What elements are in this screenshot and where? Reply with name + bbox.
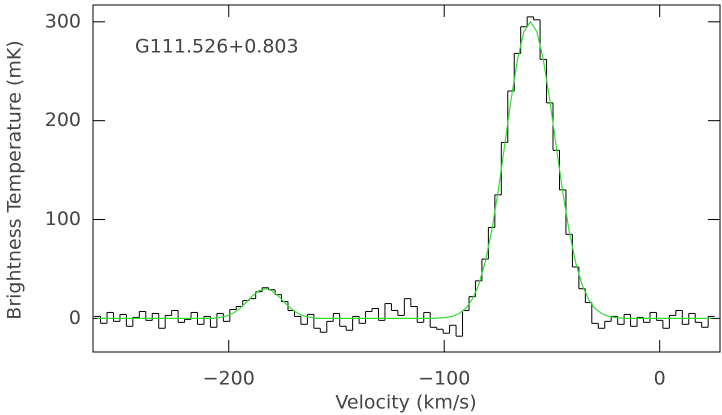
x-tick-label: −100 <box>418 368 470 390</box>
annotation: G111.526+0.803 <box>135 36 299 58</box>
y-axis-title: Brightness Temperature (mK) <box>4 40 26 319</box>
y-tick-label: 300 <box>45 10 81 32</box>
fit-line <box>97 20 712 319</box>
x-axis-title: Velocity (km/s) <box>335 392 476 414</box>
x-tick-label: 0 <box>654 368 666 390</box>
y-tick-label: 100 <box>45 208 81 230</box>
y-tick-label: 0 <box>69 307 81 329</box>
x-tick-label: −200 <box>203 368 255 390</box>
plot-frame <box>92 4 721 353</box>
y-tick-label: 200 <box>45 109 81 131</box>
